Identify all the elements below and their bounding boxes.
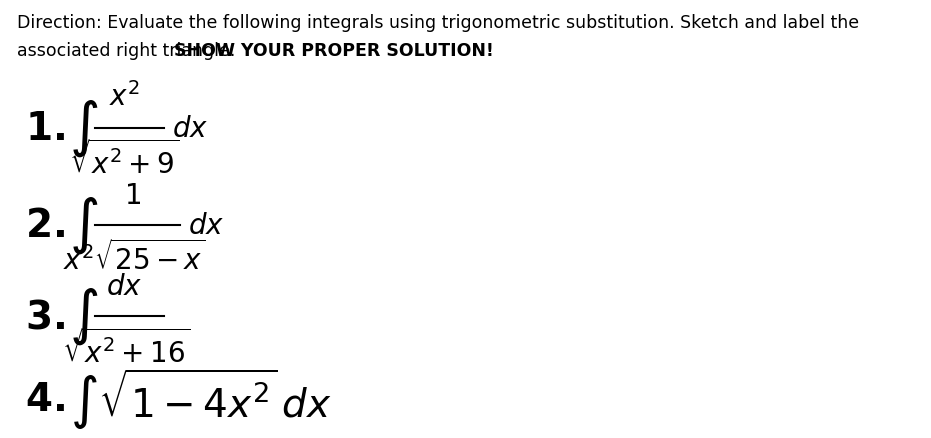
Text: $\int\sqrt{1-4x^2}\,dx$: $\int\sqrt{1-4x^2}\,dx$ bbox=[71, 366, 332, 431]
Text: $1$: $1$ bbox=[124, 182, 141, 210]
Text: $\mathbf{2.}$: $\mathbf{2.}$ bbox=[25, 207, 65, 244]
Text: $dx$: $dx$ bbox=[106, 273, 142, 301]
Text: $\mathbf{4.}$: $\mathbf{4.}$ bbox=[25, 380, 65, 418]
Text: $\int$: $\int$ bbox=[69, 286, 98, 347]
Text: $\int$: $\int$ bbox=[69, 195, 98, 256]
Text: Direction: Evaluate the following integrals using trigonometric substitution. Sk: Direction: Evaluate the following integr… bbox=[18, 14, 859, 32]
Text: $\mathbf{1.}$: $\mathbf{1.}$ bbox=[25, 110, 65, 147]
Text: SHOW YOUR PROPER SOLUTION!: SHOW YOUR PROPER SOLUTION! bbox=[174, 42, 494, 60]
Text: $\int$: $\int$ bbox=[69, 98, 98, 159]
Text: $x^2\sqrt{25-x}$: $x^2\sqrt{25-x}$ bbox=[63, 239, 206, 275]
Text: $dx$: $dx$ bbox=[188, 212, 224, 240]
Text: $\sqrt{x^2+9}$: $\sqrt{x^2+9}$ bbox=[69, 140, 180, 180]
Text: associated right triangle.: associated right triangle. bbox=[18, 42, 241, 60]
Text: $\mathbf{3.}$: $\mathbf{3.}$ bbox=[25, 297, 65, 336]
Text: $x^2$: $x^2$ bbox=[109, 81, 140, 111]
Text: $\sqrt{x^2+16}$: $\sqrt{x^2+16}$ bbox=[61, 328, 190, 368]
Text: $dx$: $dx$ bbox=[172, 114, 209, 142]
